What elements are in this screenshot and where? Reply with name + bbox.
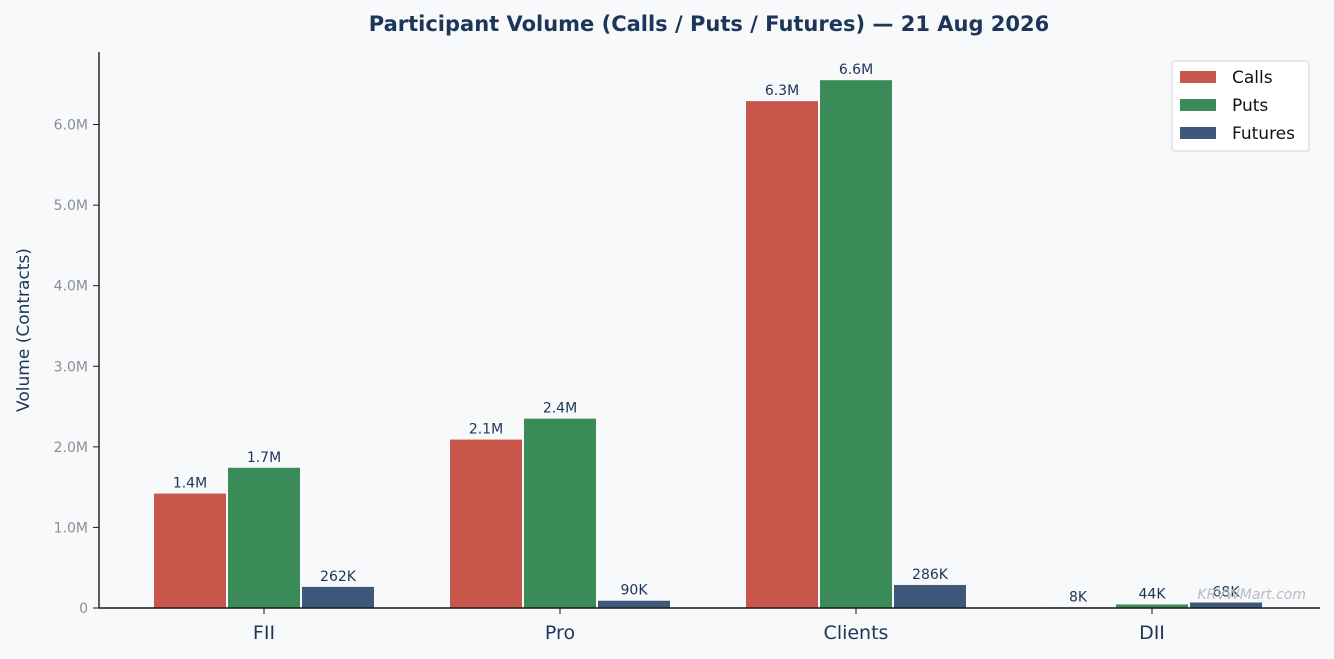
bar-calls-fii — [154, 493, 226, 608]
bar-puts-fii — [228, 467, 300, 608]
y-axis-label: Volume (Contracts) — [14, 248, 34, 412]
data-label: 2.1M — [469, 422, 503, 438]
data-label: 6.3M — [765, 83, 799, 99]
plot-area: 0 1.0M 2.0M 3.0M 4.0M 5.0M 6.0M 1.4M 1.7M 262K FII… — [54, 52, 1320, 644]
bar-calls-clients — [746, 101, 818, 608]
legend: Calls Puts Futures — [1171, 60, 1310, 152]
legend-swatch-calls — [1180, 71, 1216, 83]
x-tick-label: Clients — [824, 622, 889, 644]
data-label: 44K — [1139, 586, 1167, 602]
y-tick-label: 3.0M — [54, 359, 88, 375]
watermark-text: KRVWMart.com — [1197, 587, 1306, 603]
bar-puts-dii — [1116, 604, 1188, 608]
bar-calls-pro — [450, 439, 522, 608]
bar-puts-clients — [820, 80, 892, 609]
bar-futures-fii — [302, 586, 374, 608]
bar-futures-pro — [598, 600, 670, 608]
legend-label: Puts — [1232, 96, 1268, 116]
y-tick-label: 1.0M — [54, 520, 88, 536]
bar-futures-clients — [894, 584, 966, 608]
data-label: 6.6M — [839, 62, 873, 78]
data-label: 1.4M — [173, 476, 207, 492]
legend-swatch-futures — [1180, 127, 1216, 139]
data-label: 90K — [621, 583, 649, 599]
legend-label: Futures — [1232, 124, 1295, 144]
legend-swatch-puts — [1180, 99, 1216, 111]
data-label: 286K — [912, 567, 949, 583]
data-label: 8K — [1069, 589, 1088, 605]
x-tick-label: Pro — [545, 622, 575, 644]
legend-label: Calls — [1232, 68, 1273, 88]
y-tick-label: 0 — [79, 601, 88, 617]
x-tick-label: DII — [1139, 622, 1165, 644]
data-label: 1.7M — [247, 450, 281, 466]
data-label: 2.4M — [543, 401, 577, 417]
bar-futures-dii — [1190, 602, 1262, 608]
bar-puts-pro — [524, 418, 596, 608]
data-label: 68K — [1213, 585, 1241, 601]
x-tick-label: FII — [253, 622, 275, 644]
y-tick-label: 2.0M — [54, 440, 88, 456]
chart-title: Participant Volume (Calls / Puts / Futur… — [369, 12, 1049, 36]
y-tick-label: 5.0M — [54, 198, 88, 214]
y-tick-label: 6.0M — [54, 118, 88, 134]
data-label: 262K — [320, 569, 357, 585]
y-tick-label: 4.0M — [54, 279, 88, 295]
